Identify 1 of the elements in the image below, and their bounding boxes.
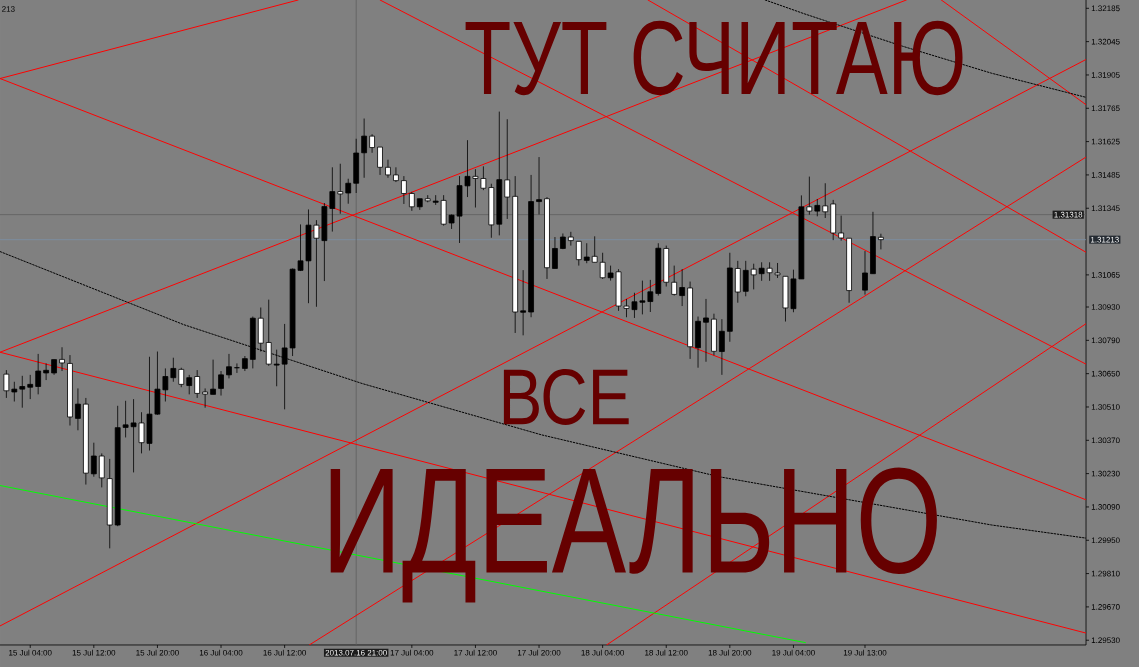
- annotation: ВСЕ: [503, 369, 629, 425]
